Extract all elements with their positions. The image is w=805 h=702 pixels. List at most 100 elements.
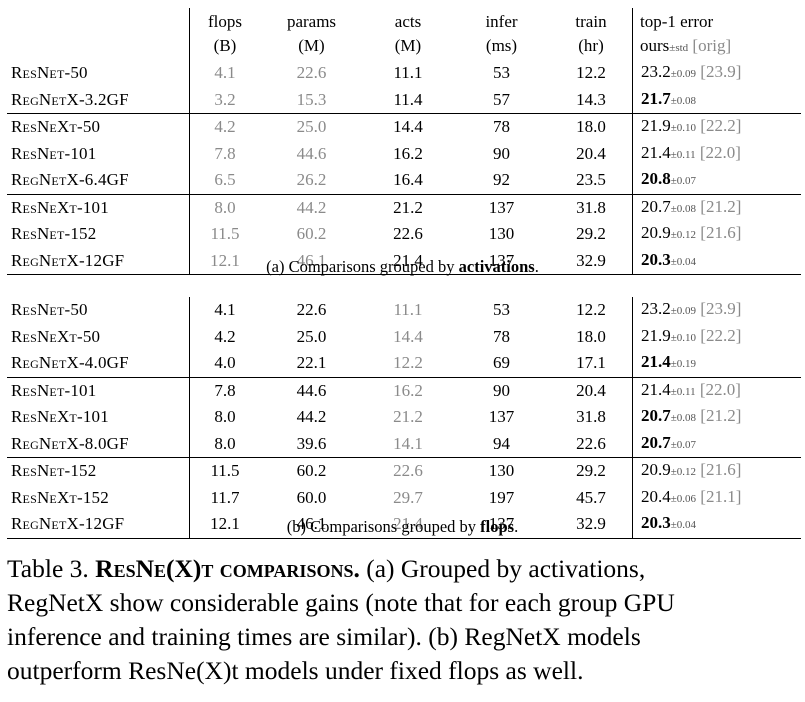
- header-error-std: ±std: [669, 42, 689, 54]
- error-value: 21.9: [641, 116, 671, 135]
- flops-cell: 12.1: [189, 511, 260, 539]
- header-params-label: params: [286, 12, 337, 31]
- table-row: RegNetX-12GF 12.1 46.1 21.4 137 32.9 20.3±0.04: [7, 511, 801, 539]
- params-cell: 22.1: [296, 353, 327, 372]
- table-row: RegNetX-6.4GF 6.5 26.2 16.4 92 23.5 20.8±0.07: [7, 167, 801, 194]
- error-cell: 20.9±0.12 [21.6]: [632, 457, 801, 485]
- acts-cell: 11.4: [393, 89, 423, 109]
- params-cell: 25.0: [296, 326, 327, 346]
- model-name-cell: ResNeXt-101: [7, 193, 190, 221]
- table-row: ResNet-101 7.8 44.6 16.2 90 20.4 21.4±0.11 [22…: [7, 140, 801, 167]
- params-cell: 44.2: [260, 193, 363, 221]
- model-name-cell: ResNet-152: [7, 457, 190, 485]
- error-value: 23.2: [641, 62, 671, 81]
- params-cell: 26.2: [296, 170, 327, 189]
- error-orig: [21.1]: [700, 486, 742, 506]
- acts-cell: 11.1: [393, 63, 423, 82]
- error-cell: 21.4±0.11 [22.0]: [632, 376, 801, 404]
- acts-cell: 14.1: [393, 433, 423, 453]
- header-train-label: train: [575, 12, 607, 31]
- train-cell: 18.0: [550, 113, 633, 141]
- model-name-cell: ResNeXt-50: [7, 113, 190, 141]
- caption-label: Table 3.: [7, 554, 89, 583]
- params-cell: 60.0: [296, 487, 327, 507]
- error-std: ±0.10: [670, 331, 697, 344]
- acts-cell: 14.4: [363, 113, 453, 141]
- error-std: ±0.07: [670, 175, 697, 187]
- error-cell: 21.4±0.19: [632, 350, 801, 377]
- table-row: ResNeXt-50 4.2 25.0 14.4 78 18.0 21.9±0.10 [22…: [7, 323, 801, 350]
- error-value: 20.8: [641, 169, 671, 188]
- acts-cell: 11.1: [393, 300, 423, 319]
- error-std: ±0.12: [670, 229, 697, 241]
- header-infer: infer (ms): [453, 10, 550, 58]
- error-orig: [21.6]: [700, 223, 742, 242]
- table-b-caption: (b) Comparisons grouped by flops.: [0, 517, 805, 537]
- train-cell: 31.8: [576, 407, 606, 426]
- error-cell: 21.9±0.10 [22.2]: [632, 113, 801, 141]
- table-row: RegNetX-8.0GF 8.0 39.6 14.1 94 22.6 20.7±0.07: [7, 430, 801, 458]
- header-params-unit: (M): [298, 36, 325, 55]
- flops-cell: 8.0: [214, 433, 236, 453]
- error-cell: 20.7±0.08 [21.2]: [632, 193, 801, 221]
- error-value: 20.4: [641, 486, 671, 506]
- train-cell: 20.4: [550, 376, 633, 404]
- acts-cell: 22.6: [393, 224, 423, 243]
- error-cell: 23.2±0.09 [23.9]: [632, 60, 801, 87]
- header-flops: flops (B): [190, 10, 260, 58]
- params-cell: 46.1: [260, 511, 363, 539]
- train-cell: 14.3: [576, 89, 606, 109]
- error-value: 20.7: [641, 432, 671, 452]
- acts-cell: 21.4: [363, 247, 453, 275]
- error-cell: 21.7±0.08: [632, 86, 801, 114]
- train-cell: 17.1: [576, 353, 606, 372]
- table-row: ResNeXt-101 8.0 44.2 21.2 137 31.8 20.7±0.08 […: [7, 193, 801, 221]
- acts-cell: 16.2: [393, 143, 423, 163]
- header-divider-right: [632, 8, 633, 60]
- error-value: 21.9: [641, 325, 671, 345]
- infer-cell: 137: [453, 193, 550, 221]
- model-name-cell: ResNet-101: [7, 376, 190, 404]
- error-value: 20.7: [641, 406, 671, 425]
- table-b-caption-suffix: .: [514, 517, 519, 536]
- flops-cell: 11.5: [210, 224, 240, 243]
- train-cell: 32.9: [550, 247, 633, 275]
- caption-line-4: outperform ResNe(X)t models under fixed …: [7, 656, 584, 685]
- header-divider-left: [189, 8, 190, 60]
- params-cell: 44.6: [296, 143, 327, 163]
- flops-cell: 6.5: [214, 170, 236, 189]
- header-flops-unit: (B): [213, 36, 237, 55]
- infer-cell: 90: [493, 143, 510, 163]
- error-std: ±0.11: [670, 148, 696, 161]
- header-error-orig: [orig]: [692, 36, 732, 55]
- table-row: ResNeXt-152 11.7 60.0 29.7 197 45.7 20.4±0.06 …: [7, 484, 801, 511]
- model-name-cell: ResNet-152: [7, 221, 190, 248]
- model-name-cell: RegNetX-3.2GF: [7, 86, 190, 114]
- table-row: ResNet-101 7.8 44.6 16.2 90 20.4 21.4±0.11 [22…: [7, 376, 801, 404]
- train-cell: 22.6: [576, 433, 606, 453]
- header-acts-unit: (M): [394, 36, 422, 55]
- flops-cell: 4.2: [189, 113, 260, 141]
- table-grouped-by-flops: ResNet-50 4.1 22.6 11.1 53 12.2 23.2±0.09 [23.…: [7, 297, 801, 539]
- error-orig: [21.6]: [700, 460, 742, 479]
- train-cell: 18.0: [576, 326, 606, 346]
- model-name-cell: ResNeXt-101: [7, 404, 190, 431]
- model-name-cell: ResNet-50: [7, 297, 190, 324]
- table-row: ResNeXt-50 4.2 25.0 14.4 78 18.0 21.9±0.10 [22…: [7, 113, 801, 141]
- error-orig: [22.2]: [700, 325, 742, 345]
- error-value: 20.3: [641, 249, 671, 269]
- error-std: ±0.04: [670, 519, 697, 531]
- error-cell: 20.3±0.04: [632, 247, 801, 275]
- table-a-caption-bold: activations: [458, 257, 535, 276]
- infer-cell: 57: [493, 89, 510, 109]
- acts-cell: 29.7: [393, 487, 423, 507]
- error-std: ±0.12: [670, 466, 697, 478]
- error-orig: [22.0]: [699, 142, 741, 162]
- model-name-cell: RegNetX-6.4GF: [7, 167, 190, 194]
- flops-cell: 12.1: [189, 247, 260, 275]
- error-cell: 20.4±0.06 [21.1]: [632, 484, 801, 511]
- infer-cell: 130: [453, 457, 550, 485]
- caption-text-1: (a) Grouped by activations,: [366, 554, 646, 583]
- params-cell: 39.6: [296, 433, 327, 453]
- table-row: ResNet-50 4.1 22.6 11.1 53 12.2 23.2±0.09 [23.…: [7, 60, 801, 87]
